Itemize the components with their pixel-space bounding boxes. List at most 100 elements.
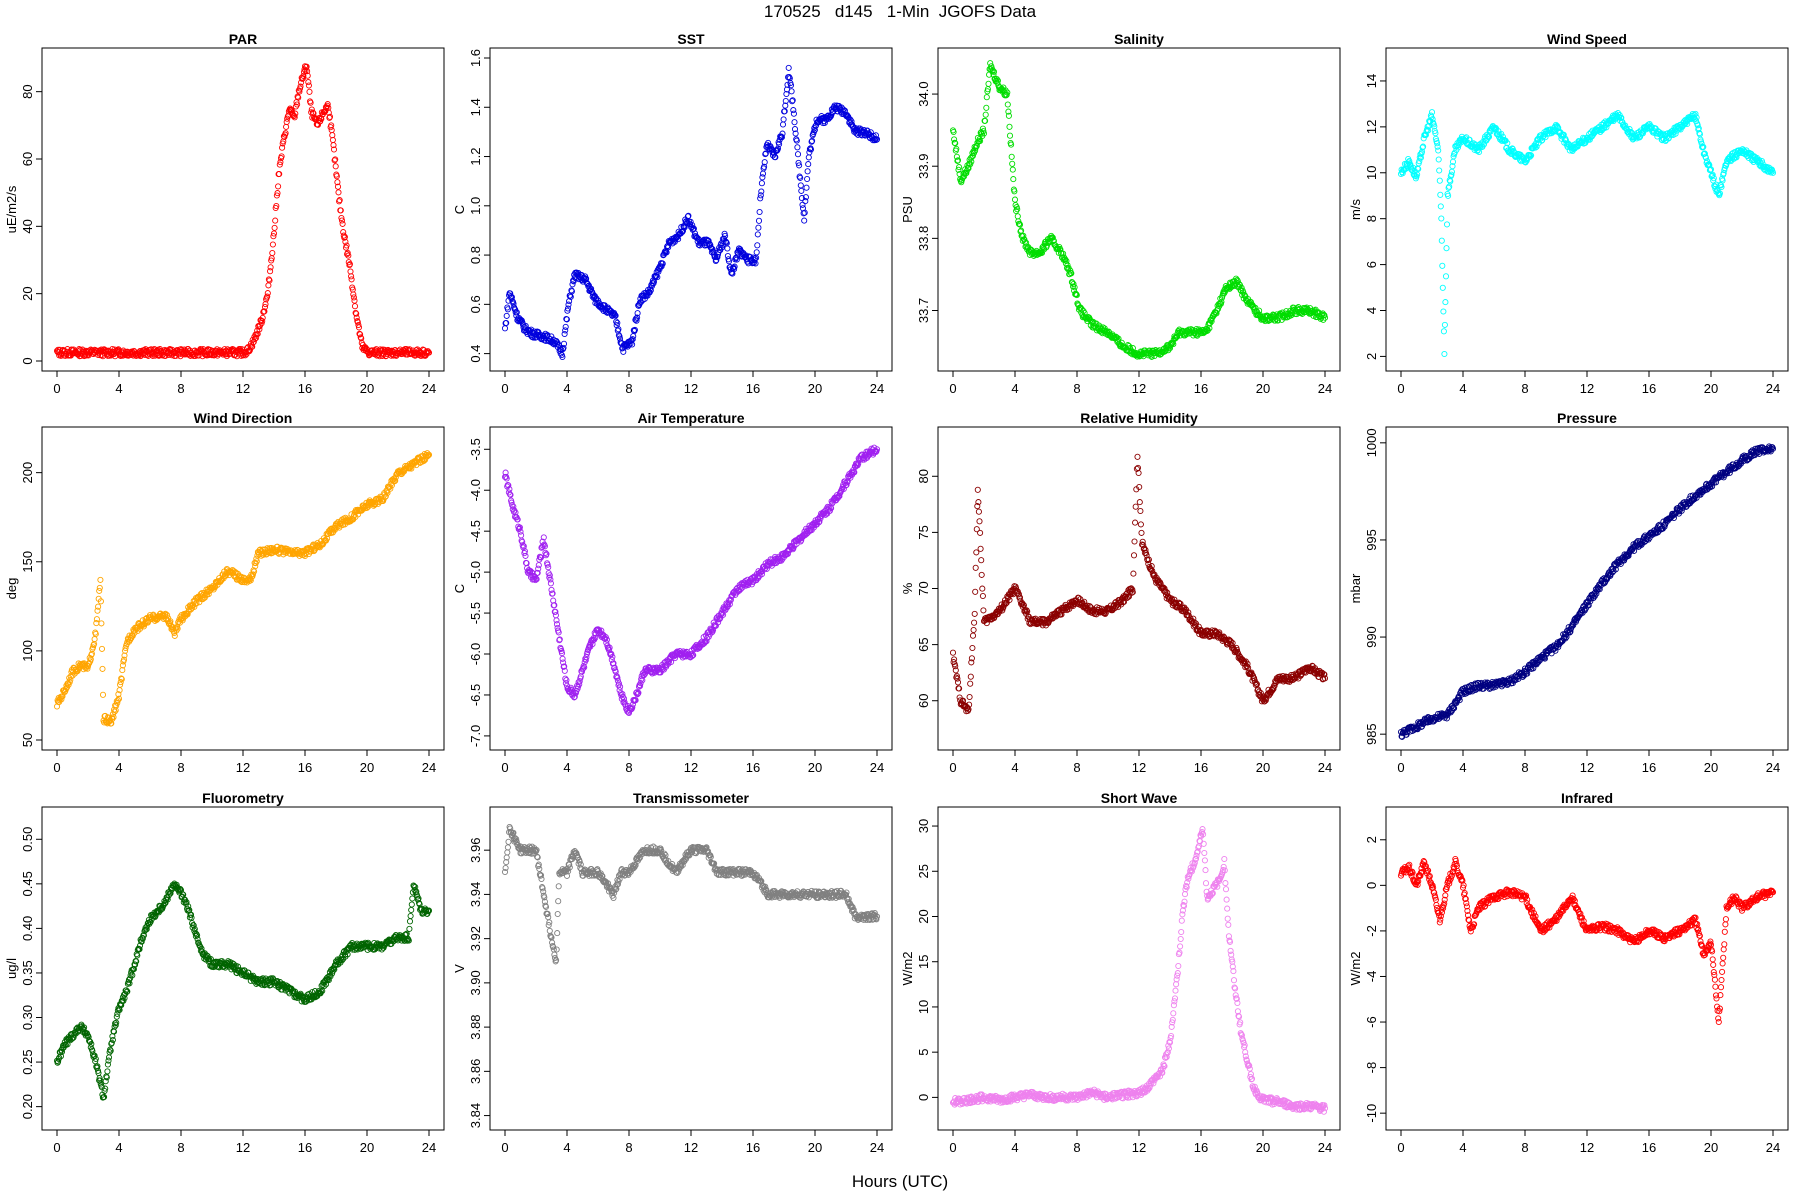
data-point [339,220,346,227]
data-point [801,217,808,224]
data-point [798,187,805,194]
data-point [1435,156,1442,163]
page-title: 170525 d145 1-Min JGOFS Data [763,2,1037,21]
data-point [805,161,812,168]
data-point [975,508,982,515]
data-point [562,323,569,330]
data-point [535,562,542,569]
y-tick-label: 6 [1364,261,1379,268]
plot-frame [489,426,893,751]
data-point [261,308,268,315]
x-tick-label: 4 [1459,381,1466,396]
data-point [1132,503,1139,510]
data-point [1441,321,1448,328]
data-point [983,94,990,101]
data-point [97,576,104,583]
data-point [357,331,364,338]
data-point [563,677,570,684]
data-point [267,268,274,275]
data-point [330,146,338,153]
data-point [805,154,812,161]
data-point [755,224,762,231]
data-point [1437,203,1444,210]
data-point [294,101,301,108]
panel-title: Wind Speed [1547,31,1627,47]
x-tick-label: 4 [1011,760,1018,775]
y-tick-label: 1.2 [468,147,483,165]
data-point [1438,237,1445,244]
data-point [272,217,279,224]
data-point [1014,213,1021,220]
y-tick-label: 60 [916,693,931,707]
data-point [755,217,763,224]
x-tick-label: 24 [1766,760,1780,775]
y-tick-label: 4 [1364,307,1379,314]
data-point [1439,262,1446,269]
data-point [969,644,976,652]
data-point [985,80,992,87]
data-point [338,217,346,224]
data-point [265,282,272,289]
data-point [338,214,345,222]
data-point [794,144,801,151]
data-point [264,290,271,297]
data-point [1011,196,1019,203]
y-axis-label: % [900,582,915,594]
data-point [982,111,989,118]
x-tick-label: 4 [563,760,570,775]
y-tick-label: 1.0 [468,197,483,215]
data-point [987,60,994,67]
x-tick-label: 24 [1318,760,1332,775]
x-tick-label: 0 [949,760,956,775]
x-tick-label: 8 [1521,381,1528,396]
plot-frame [489,47,893,372]
data-point [273,192,280,199]
data-point [304,72,311,79]
y-axis-label: C [452,205,467,214]
data-point [547,580,554,587]
data-point [276,170,283,178]
y-tick-label: 1.4 [468,98,483,116]
data-point [306,88,313,95]
x-tick-label: 20 [1704,381,1718,396]
data-point [305,79,312,86]
data-point [1437,191,1444,198]
data-point [336,197,343,204]
data-point [304,68,311,75]
y-tick-label: 80 [916,469,931,483]
y-tick-label: 1000 [1364,428,1379,457]
y-tick-label: 150 [20,551,35,573]
data-point [971,610,978,617]
y-tick-label: -4.0 [468,479,483,501]
y-tick-label: 33.9 [916,154,931,179]
data-point [308,106,315,113]
x-tick-label: 20 [808,381,822,396]
data-series [1397,109,1777,358]
data-point [971,619,978,626]
data-point [791,119,798,126]
data-point [332,163,339,170]
y-tick-label: -3.5 [468,438,483,460]
data-point [1438,215,1445,222]
data-point [98,645,106,652]
data-point [334,183,342,190]
data-point [324,101,331,108]
x-tick-label: 0 [501,760,508,775]
x-tick-label: 12 [236,381,250,396]
data-point [274,190,281,197]
data-series [949,453,1329,715]
y-axis-label: deg [4,578,19,600]
data-series [1397,443,1777,740]
data-point [620,348,627,355]
y-tick-label: 2 [1364,353,1379,360]
data-point [337,207,344,214]
data-point [335,189,342,196]
data-point [977,545,984,552]
data-point [266,277,273,284]
data-point [279,144,286,151]
data-point [1442,273,1450,280]
data-point [270,230,278,237]
x-tick-label: 4 [115,760,122,775]
data-point [724,245,731,252]
